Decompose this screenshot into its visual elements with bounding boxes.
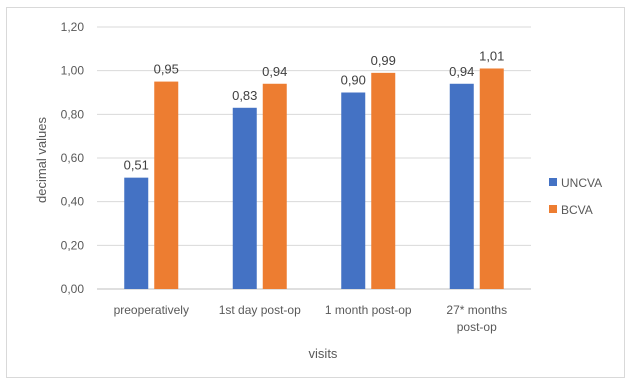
data-label: 0,83 [232,88,257,103]
data-label: 0,94 [262,64,287,79]
x-axis-title: visits [309,346,338,361]
y-tick-label: 0,00 [61,282,85,296]
y-axis-title: decimal values [34,117,49,203]
legend-label: UNCVA [561,176,602,190]
data-label: 0,51 [124,158,149,173]
chart-frame [6,7,625,378]
data-label: 0,99 [371,53,396,68]
y-axis-ticks: 0,00 0,20 0,40 0,60 0,80 1,00 1,20 [61,20,85,296]
bar-bcva [154,81,179,289]
data-label: 0,95 [154,62,179,77]
bar-bcva [371,72,396,289]
data-label: 0,94 [449,64,474,79]
x-axis-ticks: preoperatively 1st day post-op 1 month pos… [114,303,508,334]
bar-uncva [232,107,257,290]
bar-uncva [449,83,474,290]
bars [124,68,504,290]
data-labels: 0,51 0,95 0,83 0,94 0,90 0,99 0,94 1,01 [124,48,505,172]
y-tick-label: 0,60 [61,151,85,165]
data-label: 0,90 [341,73,366,88]
legend-label: BCVA [561,203,593,217]
x-tick-label: post-op [457,320,497,334]
x-tick-label: 27* months [446,303,507,317]
y-tick-label: 0,40 [61,195,85,209]
bar-uncva [124,177,149,289]
x-tick-label: 1 month post-op [325,303,412,317]
legend: UNCVA BCVA [549,176,602,217]
legend-swatch-uncva [549,178,557,186]
y-tick-label: 0,80 [61,107,85,121]
bar-uncva [341,92,366,289]
data-label: 1,01 [479,48,504,63]
x-tick-label: preoperatively [114,303,189,317]
bar-bcva [262,83,287,290]
legend-swatch-bcva [549,205,557,213]
x-tick-label: 1st day post-op [219,303,301,317]
y-tick-label: 1,20 [61,20,85,34]
bar-bcva [479,68,504,289]
y-tick-label: 0,20 [61,238,85,252]
y-tick-label: 1,00 [61,64,85,78]
